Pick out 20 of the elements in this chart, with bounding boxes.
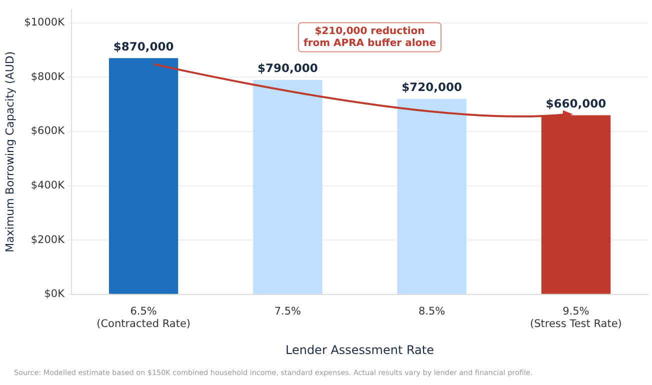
- y-axis-title: Maximum Borrowing Capacity (AUD): [3, 51, 16, 252]
- x-tick-label: 6.5% (Contracted Rate): [96, 305, 191, 330]
- y-tick-label: $400K: [30, 180, 66, 192]
- data-label: $870,000: [113, 39, 174, 54]
- annotation: $210,000 reduction from APRA buffer alone: [303, 26, 436, 49]
- y-tick-label: $600K: [30, 125, 66, 138]
- x-tick-label: 9.5% (Stress Test Rate): [530, 305, 622, 330]
- bar: [108, 58, 178, 294]
- y-tick-label: $0K: [44, 288, 66, 300]
- x-tick-label: 7.5%: [274, 305, 302, 318]
- data-label: $790,000: [257, 61, 318, 76]
- data-label: $720,000: [402, 80, 462, 94]
- data-label: $660,000: [546, 96, 606, 110]
- y-tick-label: $800K: [30, 70, 66, 83]
- y-tick-label: $1000K: [24, 16, 66, 29]
- x-tick-label: 8.5%: [418, 305, 446, 318]
- bar: [397, 98, 466, 294]
- bar: [253, 80, 322, 294]
- y-tick-label: $200K: [30, 234, 66, 246]
- x-axis-title: Lender Assessment Rate: [285, 342, 434, 357]
